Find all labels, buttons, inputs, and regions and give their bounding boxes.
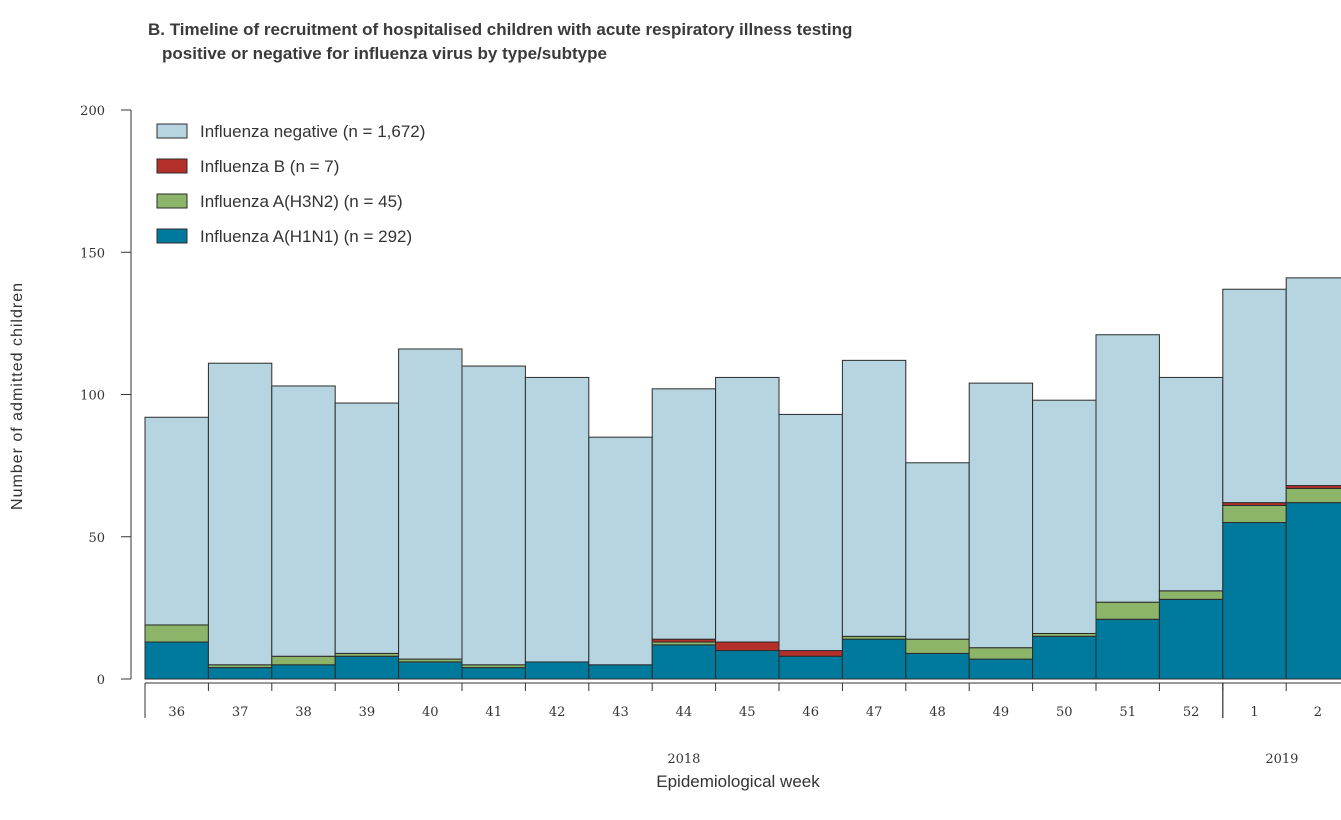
x-tick-label: 36 [168,705,185,720]
bar-segment [841,638,907,680]
bar-segment [334,655,400,680]
bar-segment [588,664,653,680]
bar-segment [1158,598,1224,680]
bar-segment [715,376,780,643]
bar-segment [524,376,590,663]
bar-segment [588,436,653,666]
x-tick-label: 38 [295,705,312,720]
bar-segment [778,650,843,657]
bar-segment [144,624,209,643]
bar-segment [715,641,780,652]
bar-segment [398,348,463,660]
x-tick-label: 46 [802,705,819,720]
y-tick-label: 100 [80,389,105,404]
bar-segment [524,661,590,680]
y-tick-label: 0 [97,673,105,688]
y-tick-label: 200 [80,104,105,119]
bar-segment [1032,399,1097,634]
x-tick-label: 40 [422,705,439,720]
x-tick-label: 50 [1056,705,1073,720]
y-tick-label: 150 [80,246,105,261]
legend-swatch [156,123,188,139]
legend-label: Influenza negative (n = 1,672) [200,122,425,141]
y-tick-label: 50 [88,531,105,546]
bar-segment [1285,502,1341,680]
bar-segment [334,402,400,654]
x-tick-label: 37 [232,705,249,720]
x-tick-label: 52 [1183,705,1200,720]
x-tick-label: 49 [993,705,1010,720]
bar-segment [778,413,843,652]
x-tick-label: 43 [612,705,629,720]
bar-segment [271,655,336,666]
x-tick-label: 48 [929,705,946,720]
x-tick-label: 44 [676,705,693,720]
bar-segment [905,652,970,680]
bar-segment [1032,635,1097,680]
bar-segment [1285,277,1341,487]
bar-segment [1158,590,1224,600]
chart-title-line-2: positive or negative for influenza virus… [162,44,607,63]
x-axis-label: Epidemiological week [656,772,820,791]
chart-title-line-1: B. Timeline of recruitment of hospitalis… [148,20,853,39]
x-tick-label: 39 [359,705,376,720]
legend-label: Influenza A(H3N2) (n = 45) [200,192,403,211]
legend-swatch [156,228,188,244]
bar-segment [144,416,209,626]
x-tick-label: 41 [485,705,502,720]
bar-segment [905,638,970,654]
bar-segment [841,359,907,637]
legend-swatch [156,193,188,209]
bar-segment [461,667,526,680]
y-axis-label: Number of admitted children [9,282,26,510]
bar-segment [778,655,843,680]
bar-segment [905,462,970,640]
bar-segment [651,388,717,640]
chart-title: B. Timeline of recruitment of hospitalis… [148,18,1048,66]
bar-segment [1095,334,1160,603]
x-tick-label: 47 [866,705,883,720]
axes-group: 0 50 100 150 200 [80,104,132,688]
bars-group [144,277,1341,680]
bar-segment [271,664,336,680]
bar-segment [968,382,1034,649]
bar-segment [1222,288,1287,504]
x-axis-group: 36 37 38 39 40 41 42 43 44 45 46 47 48 49 50 51 52 1 2 2018… [144,682,1341,767]
year-label: 2019 [1265,752,1298,767]
bar-segment [968,658,1034,680]
bar-segment [1285,487,1341,504]
year-label: 2018 [667,752,700,767]
bar-segment [1222,522,1287,680]
x-tick-label: 51 [1119,705,1136,720]
bar-segment [715,650,780,680]
x-tick-label: 2 [1314,705,1322,720]
bar-segment [144,641,209,680]
x-tick-label: 42 [549,705,566,720]
bar-segment [651,644,717,680]
x-tick-label: 45 [739,705,756,720]
bar-segment [398,661,463,680]
bar-segment [968,647,1034,660]
bar-segment [1095,618,1160,680]
x-tick-label: 1 [1250,705,1258,720]
bar-segment [271,385,336,657]
legend-swatch [156,158,188,174]
bar-segment [461,365,526,666]
bar-segment [1222,504,1287,524]
legend: Influenza negative (n = 1,672) Influenza … [156,122,425,246]
bar-segment [1095,601,1160,620]
bar-segment [207,362,273,666]
bar-segment [1158,376,1224,592]
legend-label: Influenza B (n = 7) [200,157,339,176]
bar-segment [207,667,273,680]
legend-label: Influenza A(H1N1) (n = 292) [200,227,412,246]
